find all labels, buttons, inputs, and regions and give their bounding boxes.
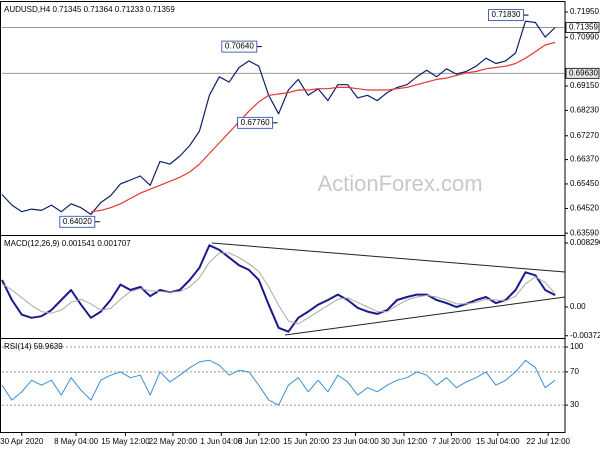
series-line <box>1 244 556 333</box>
y-tick-label: 100 <box>570 342 584 351</box>
annotation-label: 0.67760 <box>241 118 270 127</box>
x-tick-label: 22 Jul 12:00 <box>526 437 570 446</box>
x-tick-label: 8 May 04:00 <box>54 437 99 446</box>
annotation-box <box>59 215 96 228</box>
y-tick-label: 0.65450 <box>570 179 599 188</box>
y-tick-label: -0.003725 <box>570 331 600 340</box>
x-tick-label: 8 Jun 12:00 <box>238 437 280 446</box>
trendline <box>284 296 566 336</box>
y-tick-label: 0.66370 <box>570 155 599 164</box>
y-tick-label: 0.67270 <box>570 131 599 140</box>
x-tick-label: 22 May 20:00 <box>149 437 198 446</box>
y-tick-label: 0.71950 <box>570 7 599 16</box>
y-tick-label: 0.70990 <box>570 32 599 41</box>
series-line <box>1 252 556 325</box>
watermark: ActionForex.com <box>317 171 482 196</box>
x-tick-label: 1 Jun 04:00 <box>200 437 242 446</box>
y-tick-label: 30 <box>570 400 579 409</box>
y-tick-label: 0.64520 <box>570 204 599 213</box>
x-tick-label: 15 Jun 20:00 <box>283 437 330 446</box>
trendline <box>211 242 566 273</box>
panel-title: RSI(14) 59.9639 <box>4 342 63 351</box>
x-tick-label: 30 Apr 2020 <box>0 437 44 446</box>
x-tick-label: 7 Jul 20:00 <box>432 437 472 446</box>
y-tick-label: 0.008296 <box>570 238 600 247</box>
price-line-label: 0.71359 <box>569 23 598 32</box>
y-tick-label: 0.00 <box>570 302 586 311</box>
x-tick-label: 23 Jun 04:00 <box>332 437 379 446</box>
panel-title: AUDUSD,H4 0.71345 0.71364 0.71233 0.7135… <box>4 5 175 14</box>
series-line <box>1 359 556 406</box>
x-tick-label: 15 May 12:00 <box>101 437 150 446</box>
annotation-box <box>488 9 524 22</box>
y-tick-label: 70 <box>570 367 579 376</box>
annotation-label: 0.64020 <box>63 217 92 226</box>
price-line-box <box>565 22 600 33</box>
y-tick-label: 0.63590 <box>570 228 599 237</box>
panel-title: MACD(12,26,9) 0.001541 0.001707 <box>4 239 131 248</box>
annotation-label: 0.71830 <box>492 10 521 19</box>
x-tick-label: 30 Jun 12:00 <box>381 437 428 446</box>
annotation-box <box>221 40 258 53</box>
annotation-label: 0.70640 <box>225 42 254 51</box>
annotation-box <box>237 116 274 129</box>
level-line-label: 0.69630 <box>569 68 598 77</box>
y-tick-label: 0.69150 <box>570 81 599 90</box>
series-line <box>90 41 556 213</box>
x-tick-label: 15 Jul 04:00 <box>476 437 520 446</box>
level-line-box <box>565 67 600 79</box>
y-tick-label: 0.68230 <box>570 105 599 114</box>
series-line <box>1 20 556 215</box>
panel-frame <box>0 338 566 433</box>
